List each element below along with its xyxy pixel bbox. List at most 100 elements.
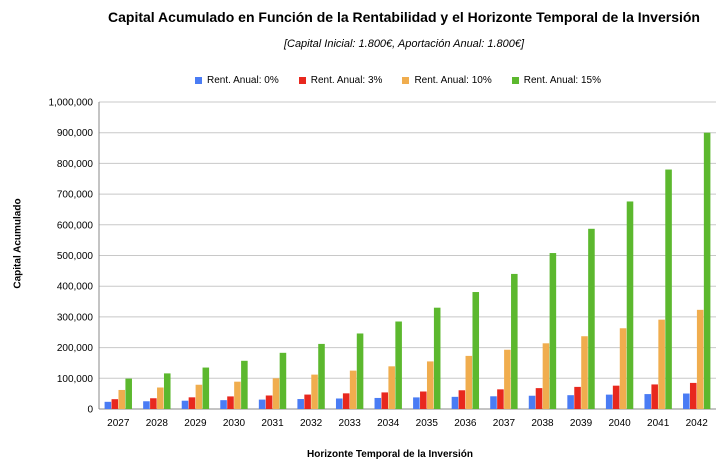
bar — [658, 319, 665, 409]
legend-label-1: Rent. Anual: 3% — [310, 75, 383, 86]
legend-item-3: Rent. Anual: 15% — [511, 75, 601, 86]
bar — [612, 385, 620, 409]
legend-label-2: Rent. Anual: 10% — [414, 75, 492, 86]
x-tick-label: 2032 — [300, 418, 323, 429]
bar — [163, 373, 171, 409]
bar — [426, 361, 434, 409]
bar — [227, 396, 234, 409]
bar — [472, 292, 480, 409]
legend-label-3: Rent. Anual: 15% — [523, 75, 601, 86]
bar — [265, 395, 273, 409]
bar — [143, 401, 150, 409]
bar — [297, 399, 304, 409]
bar — [220, 400, 227, 409]
bar — [458, 390, 466, 409]
bar — [104, 401, 112, 409]
bar — [150, 398, 157, 409]
legend-item-0: Rent. Anual: 0% — [195, 75, 279, 86]
bar — [703, 132, 711, 409]
bar — [497, 389, 504, 409]
x-tick-label: 2027 — [107, 418, 130, 429]
bar — [605, 394, 613, 409]
bar — [567, 395, 574, 409]
y-tick-label: 600,000 — [57, 220, 94, 231]
bar — [651, 384, 658, 409]
bar — [683, 393, 690, 409]
y-axis-label: Capital Acumulado — [12, 198, 24, 289]
x-tick-label: 2036 — [454, 418, 477, 429]
bar — [420, 391, 427, 409]
y-tick-label: 400,000 — [57, 282, 94, 293]
y-tick-label: 100,000 — [57, 374, 94, 385]
bar — [528, 395, 536, 409]
bar — [619, 328, 627, 409]
y-tick-label: 500,000 — [57, 251, 94, 262]
y-tick-label: 0 — [87, 405, 93, 416]
bar — [311, 374, 318, 409]
legend: Rent. Anual: 0% Rent. Anual: 3% Rent. An… — [195, 75, 601, 86]
bar — [511, 273, 518, 409]
x-tick-label: 2028 — [146, 418, 169, 429]
y-tick-label: 700,000 — [57, 190, 94, 201]
chart-title: Capital Acumulado en Función de la Renta… — [108, 9, 700, 25]
legend-item-1: Rent. Anual: 3% — [298, 75, 383, 86]
bar — [111, 399, 119, 409]
y-tick-label: 800,000 — [57, 159, 94, 170]
x-tick-label: 2039 — [570, 418, 593, 429]
x-tick-label: 2031 — [261, 418, 284, 429]
bar — [374, 397, 382, 409]
bar — [202, 367, 210, 409]
legend-swatch-2 — [402, 77, 410, 84]
bar — [157, 387, 164, 409]
bar — [241, 360, 248, 409]
bar — [195, 384, 203, 409]
bar — [542, 343, 550, 409]
bar — [349, 370, 357, 409]
bar — [504, 349, 511, 409]
bar — [188, 397, 196, 409]
bar — [535, 388, 543, 409]
bar — [588, 228, 595, 409]
bar — [689, 382, 697, 409]
y-tick-label: 200,000 — [57, 343, 94, 354]
bar — [279, 352, 287, 409]
x-tick-label: 2042 — [686, 418, 709, 429]
bar — [304, 394, 311, 409]
legend-swatch-0 — [195, 77, 202, 84]
bar — [318, 343, 325, 409]
bar — [696, 309, 704, 409]
bar — [413, 397, 420, 409]
bar — [258, 399, 266, 409]
y-tick-label: 1,000,000 — [49, 98, 94, 109]
x-axis-label: Horizonte Temporal de la Inversión — [307, 449, 473, 460]
bar — [574, 386, 581, 409]
bar — [356, 333, 364, 409]
x-tick-label: 2037 — [493, 418, 516, 429]
bar — [125, 378, 132, 409]
x-tick-label: 2035 — [416, 418, 439, 429]
bar — [335, 398, 343, 409]
bar — [549, 253, 557, 409]
bar — [381, 392, 389, 409]
legend-item-2: Rent. Anual: 10% — [402, 75, 492, 86]
bar — [395, 321, 402, 409]
x-tick-label: 2040 — [608, 418, 631, 429]
bar — [272, 378, 280, 409]
y-tick-label: 900,000 — [57, 128, 94, 139]
bar — [581, 336, 588, 409]
chart-subtitle: [Capital Inicial: 1.800€, Aportación Anu… — [283, 38, 525, 50]
x-tick-label: 2034 — [377, 418, 400, 429]
bar — [451, 396, 459, 409]
x-tick-label: 2029 — [184, 418, 207, 429]
bar — [234, 381, 241, 409]
legend-swatch-1 — [298, 77, 306, 84]
bar — [490, 396, 497, 409]
bar — [342, 393, 350, 409]
x-tick-label: 2041 — [647, 418, 670, 429]
bar — [118, 389, 126, 409]
bar — [388, 366, 395, 409]
y-tick-label: 300,000 — [57, 312, 94, 323]
bar — [626, 201, 634, 409]
